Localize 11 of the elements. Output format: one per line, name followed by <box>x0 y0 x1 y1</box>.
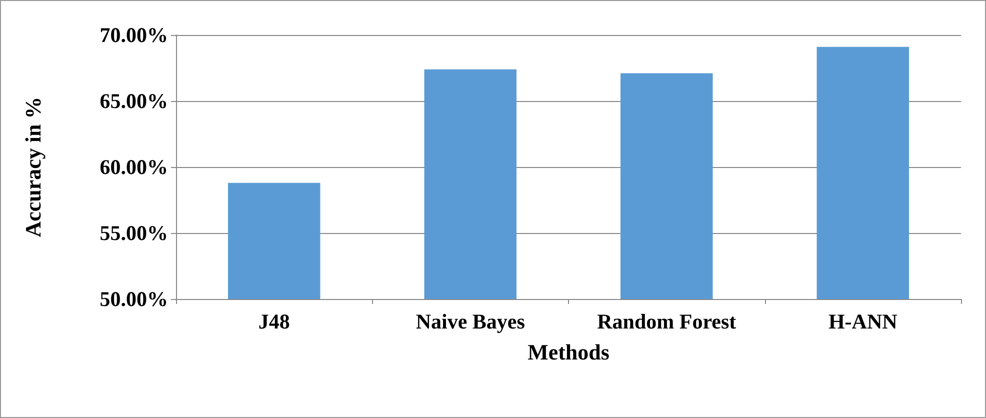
x-axis-title: Methods <box>528 340 610 364</box>
x-tick-label: Naive Bayes <box>416 310 525 334</box>
x-tick-label: H-ANN <box>828 310 898 334</box>
x-tick-label: J48 <box>258 310 290 334</box>
y-tick-label: 50.00% <box>100 287 168 311</box>
y-tick-label: 65.00% <box>100 89 168 113</box>
y-tick-label: 70.00% <box>100 23 168 47</box>
y-tick-label: 60.00% <box>100 155 168 179</box>
y-tick-label: 55.00% <box>100 221 168 245</box>
y-axis-title: Accuracy in % <box>20 96 46 238</box>
x-tick-label: Random Forest <box>597 310 736 334</box>
